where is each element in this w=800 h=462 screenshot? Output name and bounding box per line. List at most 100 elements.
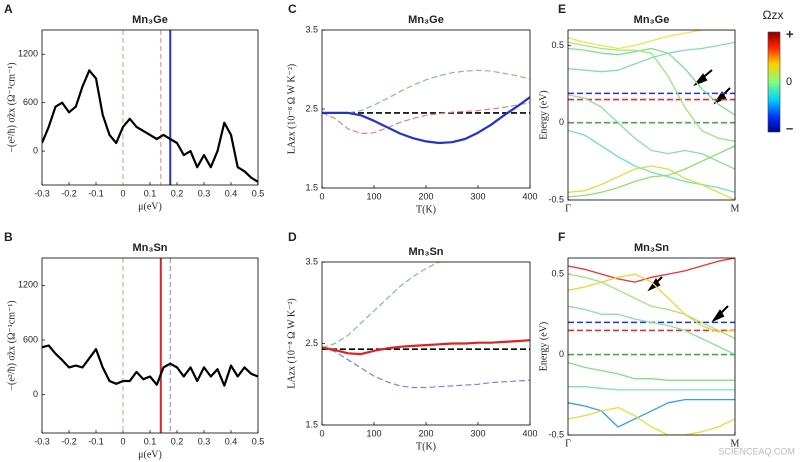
x-tick-label: 300 [470,191,485,201]
colorbar-title: Ωzx [763,8,784,22]
series-line [568,258,735,283]
series-line [568,305,735,356]
series-line [568,273,735,333]
series-line [568,30,735,50]
panel-letter: B [4,230,13,244]
colorbar-label: + [786,26,794,41]
series-line [42,344,258,387]
x-tick-label: Γ [565,438,571,449]
plot-frame [567,29,736,201]
panel-title: Mn₃Sn [634,242,669,254]
x-axis-label: μ(eV) [138,201,162,212]
panel-letter: C [288,2,297,16]
series-line [568,361,735,381]
x-axis-label: μ(eV) [138,449,162,460]
y-axis-label: −(e²/ħ) σ̃zx (Ω⁻¹cm⁻¹) [6,62,17,152]
x-tick-label: 400 [522,191,537,201]
series-line [568,94,735,170]
plot-frame [321,261,531,426]
series-line [322,347,530,389]
y-axis-label: LAzx (10⁻⁸ Ω W K⁻²) [286,298,297,388]
x-tick-label: 0.1 [144,436,157,446]
plot-frame [321,29,531,189]
x-tick-label: 100 [366,428,381,438]
x-tick-label: 0.1 [144,188,157,198]
y-tick-label: 3.5 [305,256,318,266]
y-tick-label: 0 [559,349,564,359]
x-tick-label: 200 [418,191,433,201]
panel-title: Mn₃Ge [408,14,444,26]
x-tick-label: 0.4 [225,188,238,198]
y-axis-label: Energy (eV) [538,90,549,140]
panel-letter: D [288,230,297,244]
panel-letter: A [4,2,13,16]
y-tick-label: 600 [23,97,38,107]
x-tick-label: 0 [120,436,125,446]
y-axis-label: LAzx (10⁻⁸ Ω W K⁻²) [286,64,297,154]
x-tick-label: Γ [565,203,571,214]
x-tick-label: -0.3 [34,436,50,446]
x-tick-label: 0.2 [171,436,184,446]
panel-letter: E [558,2,566,16]
plot-frame [41,257,259,434]
panel-title: Mn₃Ge [634,14,670,26]
plot-area [42,258,258,433]
y-tick-label: 1.5 [305,419,318,429]
series-line [568,145,735,198]
plot-area [322,262,530,389]
y-tick-label: 1.5 [305,182,318,192]
series-line [568,41,735,142]
series-line [568,406,735,435]
series-line [568,386,735,391]
y-tick-label: 0.5 [551,40,564,50]
plot-area [568,30,735,200]
y-tick-label: 0 [559,117,564,127]
series-line [322,102,530,135]
y-tick-label: 0.5 [551,268,564,278]
y-tick-label: 600 [23,334,38,344]
colorbar-label: 0 [786,76,792,88]
x-tick-label: M [731,438,740,449]
y-tick-label: 2.5 [305,103,318,113]
y-tick-label: 2.5 [305,338,318,348]
x-tick-label: -0.1 [88,188,104,198]
panel-title: Mn₃Sn [408,246,443,258]
x-tick-label: 400 [522,428,537,438]
panel-letter: F [558,230,565,244]
panel-title: Mn₃Ge [132,14,168,26]
x-tick-label: 0.3 [198,436,211,446]
y-tick-label: 0 [33,145,38,155]
x-tick-label: 300 [470,428,485,438]
y-axis-label: −(e²/ħ) σ̃zx (Ω⁻¹cm⁻¹) [6,300,17,390]
arrows [647,69,731,323]
plot-area [42,30,258,185]
x-axis-label: T(K) [416,441,436,452]
series-line [568,41,735,73]
x-tick-label: -0.2 [61,188,77,198]
series-line [322,339,530,356]
series-line [568,398,735,428]
y-tick-label: 1200 [18,280,38,290]
x-tick-label: 100 [366,191,381,201]
x-tick-label: 0.3 [198,188,211,198]
y-tick-label: 3.5 [305,24,318,34]
plot-frame [41,29,259,186]
plot-area [568,258,735,435]
x-tick-label: 0.5 [252,188,265,198]
watermark: SCIENCEAQ.COM [718,446,795,456]
x-tick-label: 0 [120,188,125,198]
colorbar-label: – [786,120,793,135]
series-line [568,165,735,200]
y-axis-label: Energy (eV) [538,322,549,372]
colorbar [767,31,781,133]
x-tick-label: 0.5 [252,436,265,446]
y-tick-label: 1200 [18,49,38,59]
x-tick-label: -0.2 [61,436,77,446]
series-line [568,129,735,193]
x-tick-label: 200 [418,428,433,438]
series-line [42,69,258,183]
y-tick-label: -0.5 [548,194,564,204]
panel-title: Mn₃Sn [132,242,167,254]
series-line [322,96,530,145]
